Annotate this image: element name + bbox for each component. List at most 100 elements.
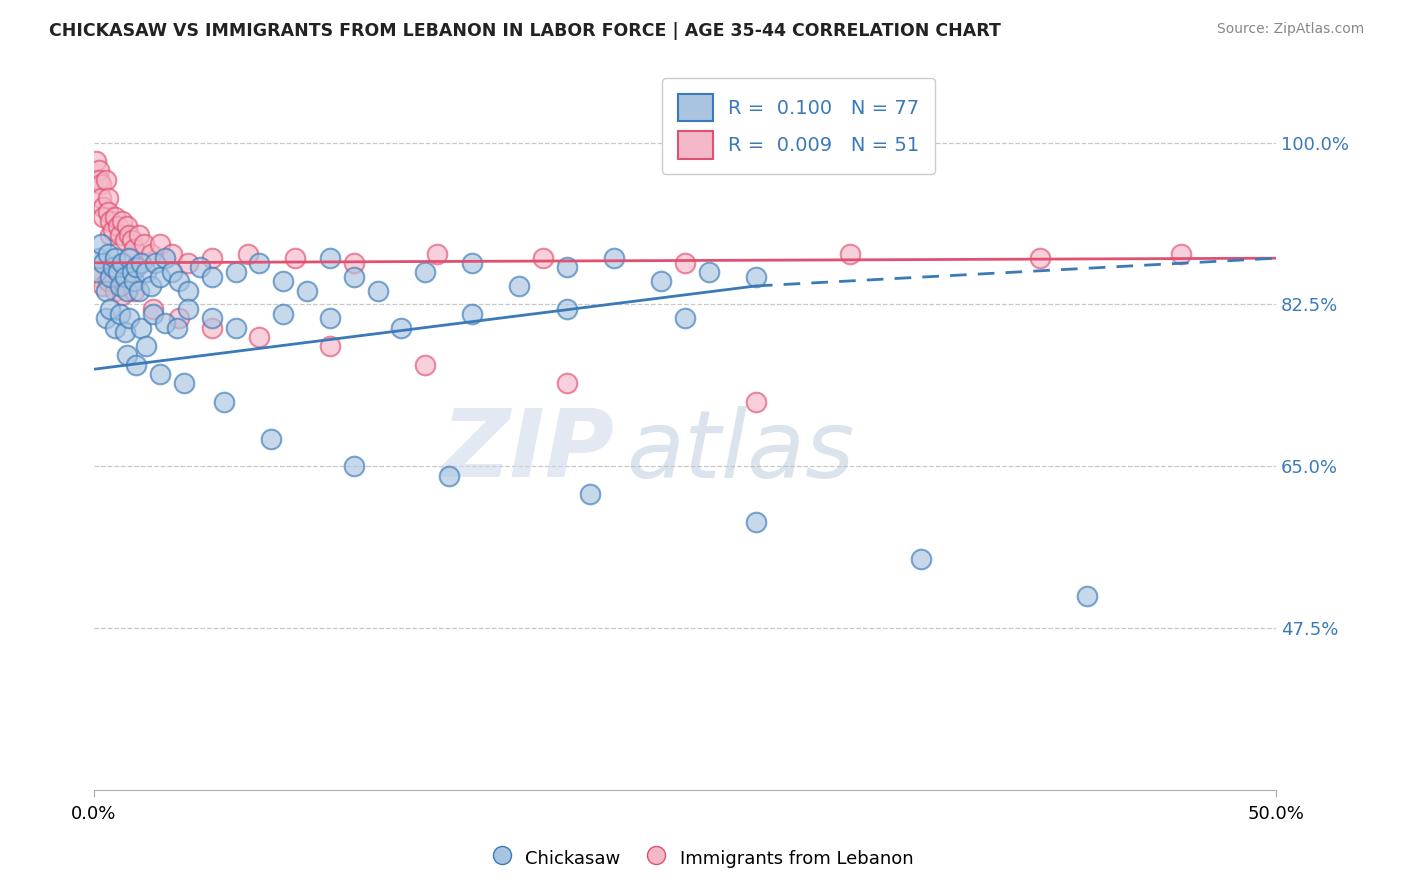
Point [97,191,120,205]
Point [389,320,412,334]
Point [249,256,271,270]
Point [90,177,112,191]
Text: Source: ZipAtlas.com: Source: ZipAtlas.com [1216,22,1364,37]
Point [173,376,195,390]
Point [84,265,107,279]
Point [212,394,235,409]
Text: CHICKASAW VS IMMIGRANTS FROM LEBANON IN LABOR FORCE | AGE 35-44 CORRELATION CHAR: CHICKASAW VS IMMIGRANTS FROM LEBANON IN … [49,22,1001,40]
Point [90,191,112,205]
Point [118,251,141,265]
Point [114,269,136,284]
Point [579,487,602,501]
Point [343,256,366,270]
Point [142,302,165,317]
Point [94,172,117,186]
Point [104,210,127,224]
Point [115,348,138,362]
Point [295,284,318,298]
Point [121,233,143,247]
Point [87,163,110,178]
Point [260,432,283,446]
Point [108,228,131,243]
Point [104,284,127,298]
Point [114,233,136,247]
Point [555,260,578,275]
Point [188,260,211,275]
Point [697,265,720,279]
Point [225,265,247,279]
Point [910,552,932,566]
Point [129,256,152,270]
Point [93,256,115,270]
Point [93,200,115,214]
Point [201,251,224,265]
Point [166,320,188,334]
Point [128,228,150,243]
Point [160,246,183,260]
Point [111,214,134,228]
Point [115,219,138,233]
Point [93,210,115,224]
Point [531,251,554,265]
Point [122,284,145,298]
Point [271,307,294,321]
Point [108,307,131,321]
Point [125,260,148,275]
Point [149,237,172,252]
Point [145,256,167,270]
Legend: R =  0.100   N = 77, R =  0.009   N = 51: R = 0.100 N = 77, R = 0.009 N = 51 [662,78,935,174]
Point [1076,589,1098,603]
Point [167,274,190,288]
Point [84,154,107,169]
Point [135,339,157,353]
Point [142,307,165,321]
Point [149,269,172,284]
Point [97,205,120,219]
Point [90,237,112,252]
Point [271,274,294,288]
Point [94,311,117,326]
Point [1028,251,1050,265]
Point [111,256,134,270]
Point [555,376,578,390]
Point [745,515,768,529]
Point [343,459,366,474]
Point [87,172,110,186]
Point [839,246,862,260]
Point [104,320,127,334]
Point [160,265,183,279]
Point [319,311,342,326]
Point [177,256,200,270]
Point [129,320,152,334]
Point [153,316,176,330]
Point [236,246,259,260]
Point [745,394,768,409]
Legend: Chickasaw, Immigrants from Lebanon: Chickasaw, Immigrants from Lebanon [485,838,921,879]
Point [107,219,129,233]
Point [153,251,176,265]
Point [413,358,436,372]
Point [139,279,162,293]
Point [100,228,122,243]
Point [1170,246,1192,260]
Point [201,320,224,334]
Point [461,256,484,270]
Point [426,246,449,260]
Point [177,284,200,298]
Point [122,274,145,288]
Point [128,284,150,298]
Point [100,302,122,317]
Point [93,279,115,293]
Point [118,311,141,326]
Point [367,284,389,298]
Point [673,311,696,326]
Point [122,242,145,256]
Point [108,279,131,293]
Point [94,284,117,298]
Point [125,358,148,372]
Point [87,251,110,265]
Point [745,269,768,284]
Point [343,269,366,284]
Point [177,302,200,317]
Point [101,223,124,237]
